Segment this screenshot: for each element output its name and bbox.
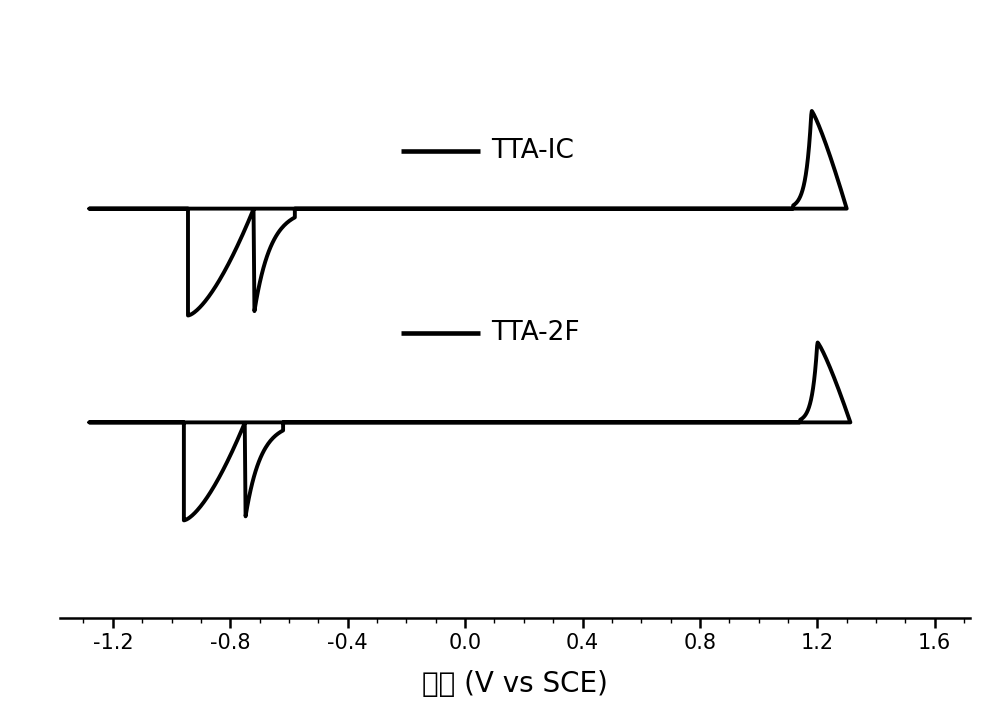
Text: TTA-IC: TTA-IC — [492, 138, 574, 164]
X-axis label: 电压 (V vs SCE): 电压 (V vs SCE) — [422, 669, 608, 697]
Text: TTA-2F: TTA-2F — [492, 321, 580, 347]
